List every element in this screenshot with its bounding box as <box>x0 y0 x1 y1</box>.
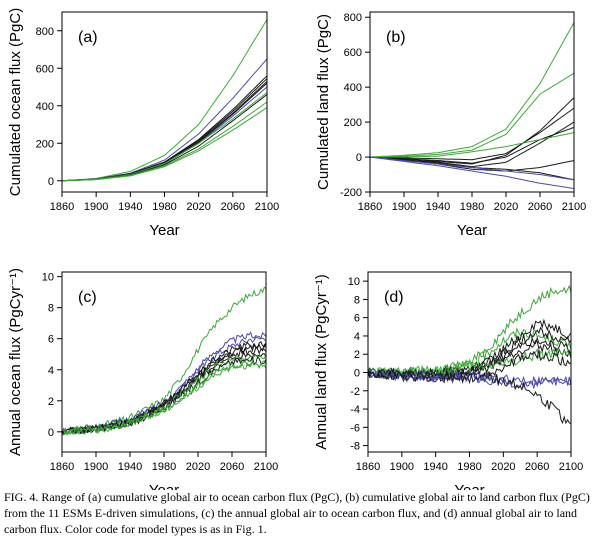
y-tick-label: 0 <box>356 152 362 164</box>
y-tick-label: 0 <box>48 427 54 439</box>
x-tick-label: 2100 <box>559 461 583 473</box>
x-tick-label: 2100 <box>255 201 279 213</box>
x-tick-label: 2020 <box>494 201 518 213</box>
x-tick-label: 2060 <box>525 461 549 473</box>
series-line <box>369 22 575 158</box>
x-tick-label: 1900 <box>392 201 416 213</box>
x-axis-label: Year <box>149 482 179 490</box>
x-tick-label: 2020 <box>491 461 515 473</box>
y-axis-label: Cumulated land flux (PgC) <box>315 14 332 190</box>
y-tick-label: 400 <box>36 101 54 113</box>
series-line <box>61 107 268 182</box>
y-tick-label: -8 <box>350 441 360 453</box>
x-tick-label: 1900 <box>390 461 414 473</box>
y-axis-label: Annual land flux (PgCyr⁻¹) <box>313 274 330 450</box>
y-tick-label: 600 <box>36 63 54 75</box>
y-tick-label: 8 <box>48 303 54 315</box>
x-tick-label: 1860 <box>358 201 382 213</box>
y-tick-label: 6 <box>354 313 360 325</box>
x-axis-label: Year <box>149 222 179 239</box>
x-axis-label: Year <box>457 222 487 239</box>
y-tick-label: 200 <box>344 117 362 129</box>
x-tick-label: 2020 <box>186 201 210 213</box>
x-tick-label: 2020 <box>186 461 210 473</box>
y-tick-label: 10 <box>348 276 360 288</box>
series-line <box>61 347 267 435</box>
y-tick-label: 0 <box>354 368 360 380</box>
panel-label: (b) <box>386 29 406 46</box>
series-line <box>367 368 572 425</box>
y-tick-label: -6 <box>350 422 360 434</box>
y-tick-label: 2 <box>354 349 360 361</box>
series-line <box>369 97 575 165</box>
x-tick-label: 1980 <box>457 461 481 473</box>
figure: 1860 1900 1940 1980 2020 2060 2100020040060080… <box>7 8 586 490</box>
y-tick-label: -200 <box>340 187 362 199</box>
y-tick-label: 10 <box>42 272 54 284</box>
series-line <box>61 340 267 435</box>
x-tick-label: 2060 <box>528 201 552 213</box>
y-tick-label: 200 <box>36 138 54 150</box>
series-line <box>369 107 575 161</box>
y-tick-label: 2 <box>48 396 54 408</box>
y-tick-label: 400 <box>344 82 362 94</box>
x-tick-label: 1860 <box>50 461 74 473</box>
series-line <box>370 72 575 158</box>
panel-label: (c) <box>78 289 97 306</box>
y-tick-label: 800 <box>344 12 362 24</box>
series-line <box>61 94 268 182</box>
series-line <box>369 156 575 189</box>
y-tick-label: 6 <box>48 334 54 346</box>
x-tick-label: 2060 <box>221 201 245 213</box>
x-tick-label: 2060 <box>220 461 244 473</box>
x-tick-label: 1940 <box>426 201 450 213</box>
panel-label: (a) <box>78 29 98 46</box>
y-tick-label: 4 <box>354 331 360 343</box>
y-axis-label: Annual ocean flux (PgCyr⁻¹) <box>7 268 24 456</box>
panel-a: 1860 1900 1940 1980 2020 2060 2100 0 200 400 600 80… <box>7 8 279 239</box>
panel-d: 1860 1900 1940 1980 2020 2060 2100 -8 -6 -4 -2 0 2 4 6… <box>313 271 583 490</box>
x-tick-label: 2100 <box>562 201 586 213</box>
panel-label: (d) <box>384 289 404 306</box>
figure-caption: FIG. 4. Range of (a) cumulative global a… <box>4 490 590 536</box>
x-tick-label: 1980 <box>152 461 176 473</box>
x-tick-label: 1980 <box>152 201 176 213</box>
series-line <box>61 336 267 436</box>
y-tick-label: 800 <box>36 26 54 38</box>
x-tick-label: 1940 <box>118 201 142 213</box>
series-line <box>61 351 267 436</box>
y-tick-label: 600 <box>344 47 362 59</box>
series-line <box>370 132 575 158</box>
x-axis-label: Year <box>454 482 484 490</box>
x-tick-label: 1980 <box>460 201 484 213</box>
series-line <box>61 361 267 436</box>
x-tick-label: 1860 <box>50 201 74 213</box>
x-tick-label: 1940 <box>118 461 142 473</box>
x-tick-label: 1900 <box>84 201 108 213</box>
y-tick-label: 4 <box>48 365 54 377</box>
y-tick-label: 8 <box>354 294 360 306</box>
y-axis-label: Cumulated ocean flux (PgC) <box>7 8 24 196</box>
y-tick-label: 0 <box>48 176 54 188</box>
x-tick-label: 2100 <box>254 461 278 473</box>
panel-b: 1860 1900 1940 1980 2020 2060 2100 -200 0 200 400 6… <box>315 11 586 239</box>
x-tick-label: 1900 <box>84 461 108 473</box>
series-line <box>369 156 575 181</box>
y-tick-label: -4 <box>350 404 360 416</box>
panel-c: 1860 1900 1940 1980 2020 2060 2100 0 2 4 6 8 10 (c) Ye… <box>7 268 278 490</box>
x-tick-label: 1940 <box>423 461 447 473</box>
x-tick-label: 1860 <box>356 461 380 473</box>
y-tick-label: -2 <box>350 386 360 398</box>
series-line <box>61 358 267 435</box>
